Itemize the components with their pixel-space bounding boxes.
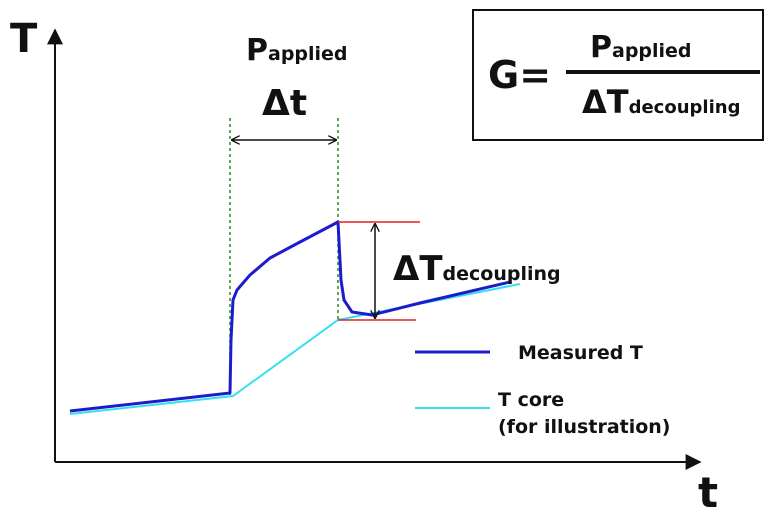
- formula-numerator: Papplied: [590, 30, 692, 65]
- power-label: Papplied: [246, 33, 348, 68]
- delta-label: ΔTdecoupling: [393, 249, 561, 289]
- x-axis-label: t: [698, 468, 718, 510]
- formula-box: [472, 9, 764, 141]
- legend: Measured T T core (for illustration): [415, 342, 671, 438]
- formula-denominator: ΔTdecoupling: [582, 83, 740, 121]
- measured-curve: [69, 220, 511, 413]
- y-axis-label: T: [10, 16, 38, 62]
- core-curve: [69, 283, 521, 415]
- formula-lhs: G=: [488, 53, 551, 97]
- legend-label: (for illustration): [498, 416, 671, 438]
- legend-label: Measured T: [518, 342, 643, 364]
- legend-label: T core: [498, 389, 564, 411]
- interval-label: Δt: [262, 83, 307, 124]
